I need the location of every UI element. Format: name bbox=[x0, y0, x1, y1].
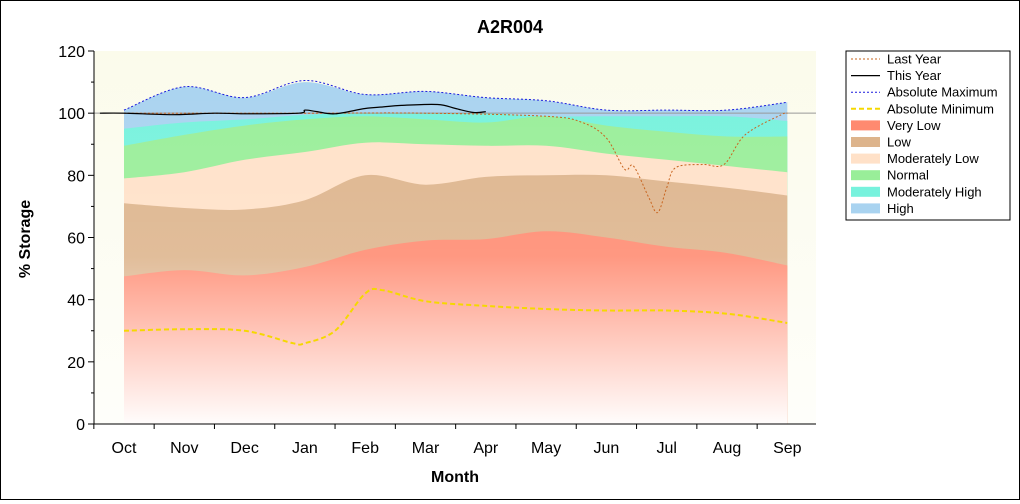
legend-label: Normal bbox=[887, 168, 929, 183]
x-tick-label: May bbox=[531, 440, 561, 457]
legend-item-low: Low bbox=[851, 135, 911, 150]
legend-label: This Year bbox=[887, 68, 942, 83]
legend-item-normal: Normal bbox=[851, 168, 929, 183]
x-tick-label: Sep bbox=[773, 440, 802, 457]
series-last-year bbox=[124, 112, 788, 214]
legend-swatch bbox=[851, 137, 880, 147]
series-lines bbox=[99, 79, 788, 346]
legend-item-absolute-minimum: Absolute Minimum bbox=[851, 101, 994, 116]
x-tick-label: Apr bbox=[473, 440, 499, 457]
legend-label: Very Low bbox=[887, 118, 941, 133]
series-absolute-minimum bbox=[123, 287, 788, 346]
legend-swatch bbox=[851, 153, 880, 164]
legend-label: Absolute Maximum bbox=[887, 85, 998, 100]
legend-item-moderately-low: Moderately Low bbox=[851, 151, 979, 166]
x-tick-label: Jun bbox=[594, 440, 620, 457]
x-tick-label: Dec bbox=[230, 440, 258, 457]
y-tick-label: 0 bbox=[76, 417, 85, 434]
y-tick-label: 80 bbox=[67, 168, 85, 185]
legend-swatch bbox=[851, 170, 880, 181]
x-tick-label: Jul bbox=[656, 440, 676, 457]
legend-label: Moderately Low bbox=[887, 151, 979, 166]
legend-swatch bbox=[851, 186, 880, 197]
series-this-year bbox=[99, 103, 486, 116]
x-tick-label: Aug bbox=[713, 440, 741, 457]
chart-title: A2R004 bbox=[477, 17, 543, 37]
y-tick-label: 40 bbox=[67, 293, 85, 310]
y-axis-label: % Storage bbox=[17, 200, 34, 278]
legend-item-very-low: Very Low bbox=[851, 118, 941, 133]
y-tick-label: 100 bbox=[58, 106, 85, 123]
legend-swatch bbox=[851, 203, 880, 214]
x-tick-label: Feb bbox=[351, 440, 379, 457]
y-tick-label: 20 bbox=[67, 355, 85, 372]
legend-item-high: High bbox=[851, 201, 914, 216]
legend-item-last-year: Last Year bbox=[851, 52, 942, 67]
axes: 0 20 40 60 80 100 120 Oct Nov Dec Jan Feb Mar Apr May J… bbox=[58, 44, 816, 457]
y-tick-label: 60 bbox=[67, 231, 85, 248]
x-axis-label: Month bbox=[431, 469, 479, 486]
legend-label: Absolute Minimum bbox=[887, 101, 994, 116]
legend-item-this-year: This Year bbox=[851, 68, 942, 83]
legend-item-absolute-maximum: Absolute Maximum bbox=[851, 85, 998, 100]
x-tick-label: Mar bbox=[412, 440, 440, 457]
legend-label: Low bbox=[887, 135, 911, 150]
series-absolute-maximum bbox=[123, 79, 788, 112]
y-tick-label: 120 bbox=[58, 44, 85, 61]
band-fade-overlay bbox=[124, 51, 788, 424]
x-tick-label: Oct bbox=[112, 440, 137, 457]
legend-label: Moderately High bbox=[887, 184, 982, 199]
x-tick-label: Nov bbox=[170, 440, 198, 457]
legend-swatch bbox=[851, 120, 880, 131]
legend-label: High bbox=[887, 201, 914, 216]
legend-item-moderately-high: Moderately High bbox=[851, 184, 982, 199]
x-tick-label: Jan bbox=[292, 440, 318, 457]
legend-label: Last Year bbox=[887, 52, 942, 67]
